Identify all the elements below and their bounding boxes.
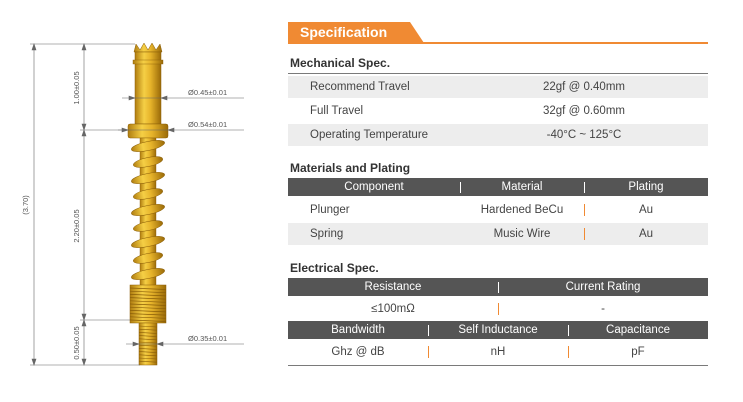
specification-title: Specification [300,24,388,40]
thread-lines [129,287,167,322]
capacitance-cell: pF [631,346,645,358]
tail-thread-line [138,328,158,331]
tail-thread-line [138,351,158,353]
thread-line [129,316,167,319]
plating-cell: Au [638,204,654,216]
diameter-label-2: Ø0.54±0.01 [188,120,227,129]
spring-coils [131,140,165,280]
material-cell: Music Wire [493,228,551,240]
pogo-pin-drawing: (3.70) 1.00±0.05 2.20±0.05 0.50±0.05 Ø0.… [21,42,244,366]
materials-header: Component Material Plating [288,178,708,196]
col-self-inductance: Self Inductance [458,324,538,336]
diameter-label-1: Ø0.45±0.01 [188,88,227,97]
mech-label: Full Travel [310,105,364,117]
col-bandwidth: Bandwidth [331,324,385,336]
tail-thread-line [138,354,158,357]
component-cell: Plunger [310,204,350,216]
tail-thread-line [138,357,158,360]
mechanical-title: Mechanical Spec. [290,56,391,70]
plunger-crown-tip [133,42,163,53]
tail-thread-line [138,348,158,350]
spring-coil [133,188,163,200]
component-cell: Spring [310,228,344,240]
diameter-callouts [118,95,244,347]
col-resistance: Resistance [364,281,422,293]
mech-row: Operating Temperature -40°C ~ 125°C [288,124,708,146]
table-row: Spring Music Wire Au [288,223,708,245]
segment-dim-1: 1.00±0.05 [72,71,81,104]
table-row: Plunger Hardened BeCu Au [288,199,708,221]
spring-coil [131,268,165,280]
col-capacitance: Capacitance [606,324,670,336]
inductance-cell: nH [490,346,506,358]
electrical-header-2: Bandwidth Self Inductance Capacitance [288,321,708,339]
spring-coil [133,252,163,264]
spring-coil [131,204,165,216]
spring-coil [133,220,163,232]
thread-line [129,290,167,294]
col-current-rating: Current Rating [565,281,641,293]
resistance-cell: ≤100mΩ [371,303,415,315]
tail-thread-line [138,338,158,341]
electrical-header-1: Resistance Current Rating [288,278,708,296]
tail-thread-line [138,332,158,334]
tail-thread-line [138,325,158,328]
thread-line [129,303,167,306]
col-material: Material [501,181,543,193]
mech-row: Recommend Travel 22gf @ 0.40mm [288,76,708,98]
spring-coil [131,140,165,152]
overall-dim-label: (3.70) [21,195,30,215]
thread-line [129,319,167,322]
thread-line [129,294,167,297]
mech-value: 22gf @ 0.40mm [543,81,625,93]
segment-dimensions [80,43,130,366]
mech-label: Recommend Travel [310,81,410,93]
spring-coil [131,172,165,184]
mech-value: -40°C ~ 125°C [546,129,622,141]
mech-value: 32gf @ 0.60mm [543,105,625,117]
diameter-label-3: Ø0.35±0.01 [188,334,227,343]
col-component: Component [344,181,404,193]
segment-dim-3: 0.50±0.05 [72,326,81,359]
segment-dim-2: 2.20±0.05 [72,209,81,242]
thread-line [129,287,167,290]
spring-coil [131,236,165,248]
plating-cell: Au [638,228,654,240]
thread-line [129,297,167,300]
tail-thread-line [138,360,158,363]
barrel-collar [127,123,169,139]
material-cell: Hardened BeCu [480,204,564,216]
thread-line [129,313,167,316]
current-rating-cell: - [601,303,605,315]
tail-thread-line [138,335,158,337]
col-plating: Plating [628,181,664,193]
tail-thread-line [138,344,158,347]
mech-label: Operating Temperature [310,129,429,141]
table-row: ≤100mΩ - [288,298,708,320]
mech-row: Full Travel 32gf @ 0.60mm [288,100,708,122]
thread-line [129,310,167,313]
materials-title: Materials and Plating [290,161,411,175]
table-row: Ghz @ dB nH pF [288,341,708,363]
thread-line [129,306,167,310]
thread-line [129,300,167,303]
bandwidth-cell: Ghz @ dB [331,346,385,358]
tail-thread-line [138,341,158,344]
specification-tab [288,22,424,43]
electrical-title: Electrical Spec. [290,261,379,275]
overall-dimension [30,43,140,366]
spring-coil [133,156,163,168]
